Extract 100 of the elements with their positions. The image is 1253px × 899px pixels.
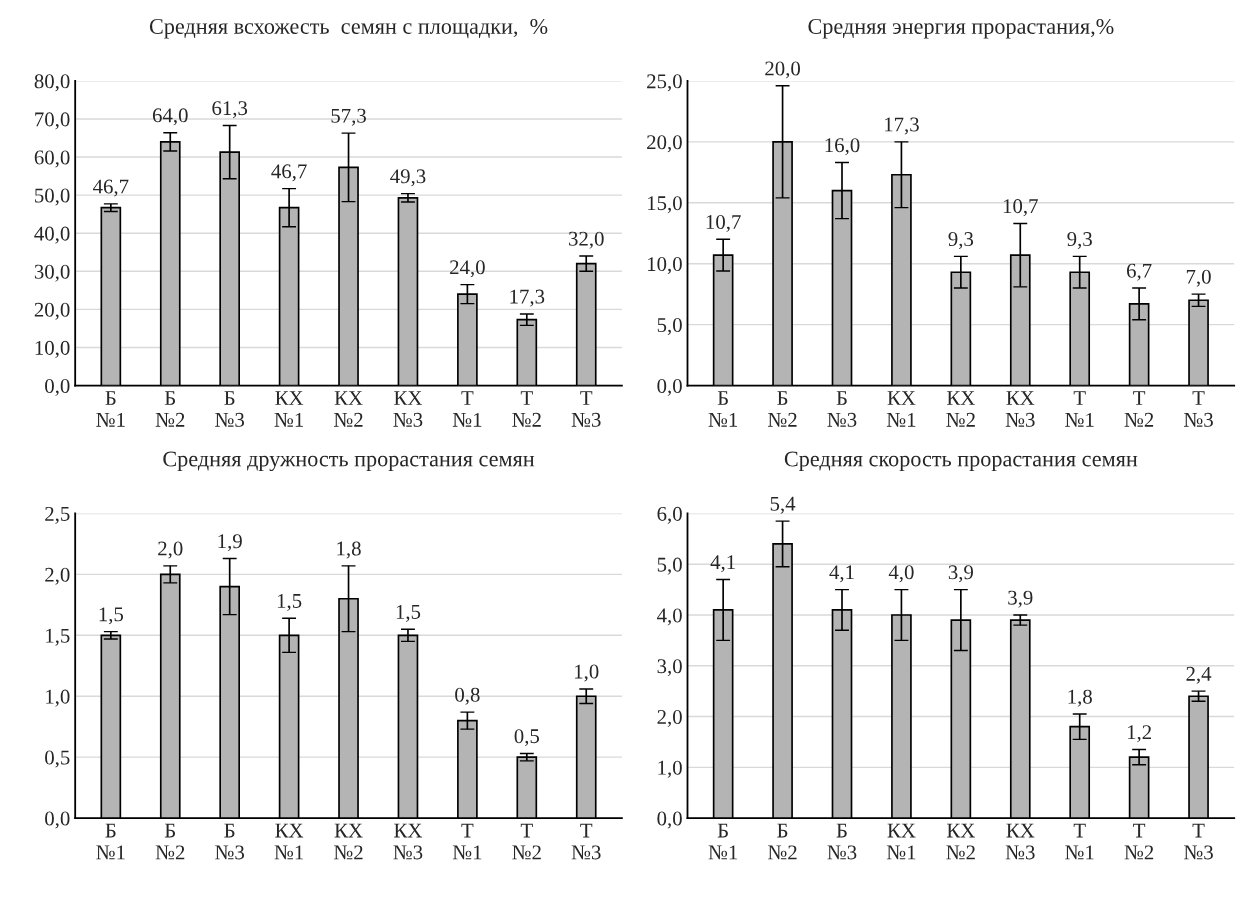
data-label: 61,3 xyxy=(212,101,248,119)
data-label: 17,3 xyxy=(885,117,919,135)
data-label: 1,8 xyxy=(337,541,361,559)
x-tick-label: Т №1 xyxy=(1065,391,1094,427)
x-tick-label: КХ №3 xyxy=(393,823,423,860)
x-tick-label: Т №2 xyxy=(512,823,541,860)
data-label: 57,3 xyxy=(331,108,366,126)
y-tick-label: 6,0 xyxy=(657,506,682,524)
chart-title: Средняя всхожесть семян с площадки, % xyxy=(149,18,548,39)
y-tick-label: 20,0 xyxy=(34,302,70,320)
y-tick-label: 40,0 xyxy=(34,226,70,244)
y-tick-label: 0,0 xyxy=(657,378,682,396)
y-tick-label: 60,0 xyxy=(34,150,70,168)
y-tick-label: 1,0 xyxy=(46,689,70,707)
x-tick-label: Б №3 xyxy=(215,391,245,427)
y-tick-label: 0,0 xyxy=(657,811,682,829)
data-label: 7,0 xyxy=(1186,269,1211,287)
x-tick-label: Т №3 xyxy=(1184,391,1213,427)
data-label: 6,7 xyxy=(1127,263,1152,281)
y-tick-label: 2,0 xyxy=(45,567,70,585)
bar xyxy=(516,318,538,386)
y-tick-label: 4,0 xyxy=(657,608,682,626)
x-tick-label: Т №2 xyxy=(1124,391,1154,427)
data-label: 5,4 xyxy=(770,496,796,514)
data-label: 3,9 xyxy=(1008,590,1033,608)
x-tick-label: Т №3 xyxy=(571,391,601,427)
data-label: 4,1 xyxy=(829,565,854,583)
data-label: 46,7 xyxy=(271,164,307,182)
x-tick-label: Б №2 xyxy=(155,391,185,427)
x-tick-label: Т №2 xyxy=(512,391,541,427)
data-label: 4,1 xyxy=(710,555,735,573)
y-tick-label: 0,5 xyxy=(45,750,70,768)
data-label: 1,5 xyxy=(99,607,124,625)
x-tick-label: Т №3 xyxy=(1184,823,1213,860)
x-tick-label: КХ №3 xyxy=(393,391,423,427)
data-label: 32,0 xyxy=(569,231,604,249)
data-label: 1,5 xyxy=(277,593,302,611)
data-label: 0,8 xyxy=(455,687,480,705)
bar xyxy=(1188,299,1209,386)
y-tick-label: 0,0 xyxy=(45,811,70,829)
data-label: 3,9 xyxy=(948,565,974,583)
data-label: 0,5 xyxy=(514,729,540,747)
x-tick-label: КХ №2 xyxy=(946,823,975,860)
x-tick-label: Т №1 xyxy=(452,391,482,427)
data-label: 24,0 xyxy=(450,260,485,278)
y-tick-label: 1,0 xyxy=(658,760,682,778)
data-label: 1,2 xyxy=(1127,725,1151,743)
chart-title: Средняя скорость прорастания семян xyxy=(784,451,1138,471)
x-tick-label: Б №3 xyxy=(827,823,857,860)
y-tick-label: 20,0 xyxy=(647,135,682,153)
x-tick-label: Б №3 xyxy=(215,823,245,860)
x-tick-label: КХ №1 xyxy=(886,391,916,427)
bar xyxy=(397,196,419,386)
y-tick-label: 1,5 xyxy=(46,628,70,646)
data-label: 9,3 xyxy=(1067,232,1092,250)
y-tick-label: 2,5 xyxy=(45,506,70,524)
x-tick-label: Т №1 xyxy=(452,823,482,860)
chart-title: Средняя энергия прорастания,% xyxy=(808,18,1114,39)
y-tick-label: 25,0 xyxy=(647,74,682,92)
y-tick-label: 15,0 xyxy=(648,196,682,214)
data-label: 16,0 xyxy=(825,138,860,156)
x-tick-label: Т №3 xyxy=(571,823,601,860)
data-label: 9,3 xyxy=(948,232,974,250)
x-tick-label: Т №2 xyxy=(1124,823,1154,860)
x-tick-label: КХ №3 xyxy=(1005,823,1035,860)
x-tick-label: Б №2 xyxy=(155,823,185,860)
y-tick-label: 10,0 xyxy=(35,340,70,358)
x-tick-label: КХ №2 xyxy=(946,391,975,427)
data-label: 1,9 xyxy=(218,534,242,552)
data-label: 1,5 xyxy=(396,604,421,622)
x-tick-label: Т №1 xyxy=(1065,823,1094,860)
y-tick-label: 70,0 xyxy=(35,112,70,130)
data-label: 1,0 xyxy=(575,664,599,682)
x-tick-label: Б №1 xyxy=(96,391,125,427)
data-label: 1,8 xyxy=(1068,689,1092,707)
x-tick-label: КХ №1 xyxy=(274,823,304,860)
x-tick-label: КХ №1 xyxy=(886,823,916,860)
x-tick-label: Б №3 xyxy=(827,391,857,427)
data-label: 10,7 xyxy=(1003,199,1038,217)
data-label: 49,3 xyxy=(390,169,426,187)
x-tick-label: Б №1 xyxy=(708,823,738,860)
chart-title: Средняя дружность прорастания семян xyxy=(163,451,535,472)
y-tick-label: 0,0 xyxy=(45,378,70,396)
data-label: 20,0 xyxy=(765,61,801,79)
x-tick-label: КХ №1 xyxy=(274,391,304,427)
y-tick-label: 30,0 xyxy=(34,264,70,282)
y-tick-label: 10,0 xyxy=(648,257,682,275)
x-tick-label: Б №2 xyxy=(768,391,797,427)
data-label: 2,0 xyxy=(158,541,183,559)
data-label: 64,0 xyxy=(152,108,188,126)
data-label: 4,0 xyxy=(888,565,914,583)
data-label: 46,7 xyxy=(93,179,129,197)
bar xyxy=(100,206,122,386)
x-tick-label: КХ №2 xyxy=(333,823,363,860)
y-tick-label: 2,0 xyxy=(657,709,682,727)
y-tick-label: 5,0 xyxy=(657,557,682,575)
y-tick-label: 80,0 xyxy=(34,74,70,92)
x-tick-label: Б №1 xyxy=(96,823,125,860)
data-label: 2,4 xyxy=(1186,666,1212,684)
x-tick-label: Б №2 xyxy=(768,823,797,860)
